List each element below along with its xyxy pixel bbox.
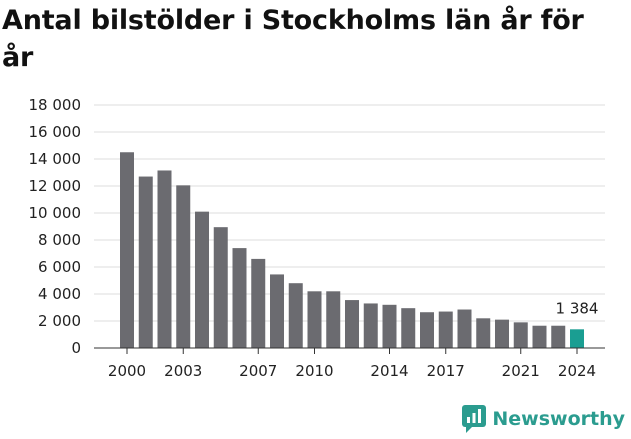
- y-tick-label: 8 000: [38, 231, 81, 249]
- bar-2014: [382, 304, 397, 348]
- bar-2005: [213, 227, 228, 348]
- y-tick-label: 14 000: [29, 150, 82, 168]
- bar-2003: [176, 185, 191, 348]
- x-tick-label: 2010: [295, 362, 333, 380]
- y-tick-label: 18 000: [29, 96, 82, 114]
- bar-2015: [401, 308, 416, 348]
- bar-2017: [438, 311, 453, 348]
- x-tick-label: 2007: [239, 362, 277, 380]
- y-tick-label: 6 000: [38, 258, 81, 276]
- data-label-2024: 1 384: [556, 299, 599, 317]
- bar-2022: [532, 325, 547, 348]
- y-tick-label: 10 000: [29, 204, 82, 222]
- bars: [120, 152, 584, 348]
- x-tick-label: 2024: [558, 362, 596, 380]
- x-tick-label: 2021: [502, 362, 540, 380]
- newsworthy-logo[interactable]: Newsworthy: [462, 405, 625, 433]
- y-tick-label: 16 000: [29, 123, 82, 141]
- x-tick-label: 2000: [108, 362, 146, 380]
- y-tick-label: 4 000: [38, 285, 81, 303]
- bar-2006: [232, 248, 247, 348]
- bar-2024: [570, 329, 584, 348]
- bar-2020: [495, 319, 509, 348]
- y-tick-label: 12 000: [29, 177, 82, 195]
- bar-2023: [551, 325, 566, 348]
- bar-2004: [195, 211, 209, 348]
- bar-2012: [345, 300, 359, 348]
- x-tick-label: 2014: [370, 362, 408, 380]
- chart-title: Antal bilstölder i Stockholms län år för…: [2, 5, 584, 73]
- bar-2021: [513, 322, 528, 348]
- y-axis-ticks: 0 2 000 4 000 6 000 8 000 10 000 12 000 14 000 1…: [29, 96, 82, 357]
- bar-2000: [120, 152, 134, 348]
- x-tick-label: 2017: [427, 362, 465, 380]
- bar-2007: [251, 258, 266, 348]
- bar-2009: [288, 283, 303, 348]
- bar-2018: [457, 309, 472, 348]
- y-tick-label: 2 000: [38, 312, 81, 330]
- bar-2001: [138, 176, 153, 348]
- x-axis-ticks: 2000 2003 2007 2010 2014 2017 2021 2024: [108, 348, 596, 380]
- y-tick-label: 0: [71, 339, 81, 357]
- newsworthy-logo-icon: [462, 405, 487, 433]
- bar-2011: [326, 291, 341, 348]
- bar-2010: [307, 291, 322, 348]
- bar-2008: [270, 274, 284, 348]
- bar-2019: [476, 318, 491, 348]
- bar-2016: [420, 312, 434, 348]
- bar-2002: [157, 170, 172, 348]
- brand-name: Newsworthy: [492, 408, 625, 430]
- bar-2013: [363, 303, 378, 348]
- x-tick-label: 2003: [164, 362, 202, 380]
